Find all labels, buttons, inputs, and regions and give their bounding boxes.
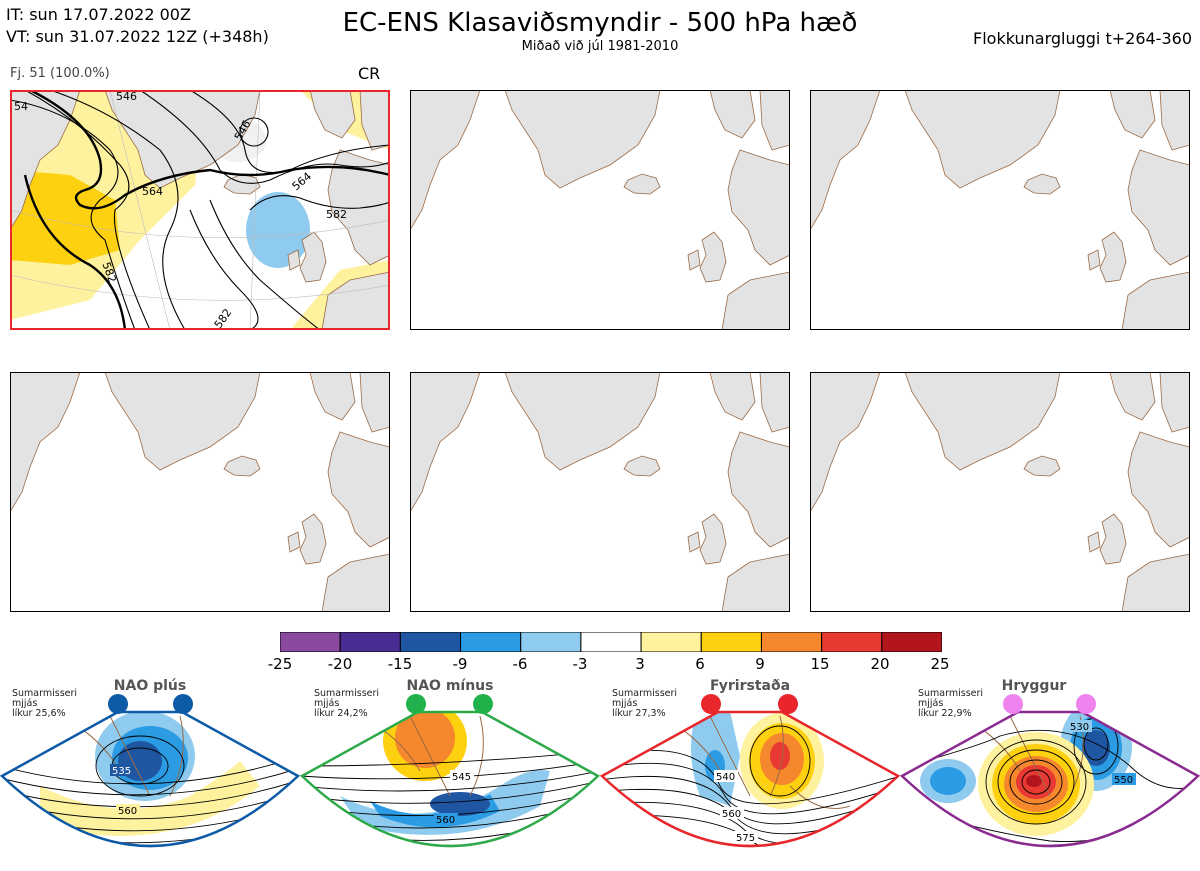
colorbar-segment (580, 631, 642, 653)
window-label: Flokkunargluggi t+264-360 (973, 29, 1192, 48)
contour-label: 530 (1070, 722, 1089, 733)
colorbar-tick: 15 (810, 655, 830, 673)
regime-ridge: Hryggur Sumarmisseri mjjás líkur 22,9% (900, 676, 1200, 871)
panel-5-map (410, 372, 790, 612)
colorbar-tick: 9 (755, 655, 765, 673)
colorbar-tick: -20 (327, 655, 353, 673)
panel-4-map (10, 372, 390, 612)
colorbar-segment (640, 631, 702, 653)
regime-season: Sumarmisseri (612, 688, 678, 699)
regime-border (300, 710, 600, 848)
contour-label: 582 (212, 306, 235, 330)
regime-marker-dot (778, 694, 798, 714)
regime-measure: mjjás (612, 698, 638, 709)
colorbar-segment (520, 631, 582, 653)
strong-positive-anomaly-area (10, 170, 120, 265)
contour-label: 550 (1114, 775, 1133, 786)
regime-probability: líkur 25,6% (12, 708, 66, 719)
colorbar-tick: 20 (870, 655, 890, 673)
contour-label: 575 (446, 849, 465, 860)
colorbar-tick: 6 (695, 655, 705, 673)
panel-1-code: CR (358, 64, 381, 83)
regime-marker-dot (173, 694, 193, 714)
regime-nao-plus: NAO plús Sumarmisseri mjjás líkur 25,6% … (0, 676, 300, 871)
regime-marker-dot (406, 694, 426, 714)
regime-info: Sumarmisseri mjjás líkur 22,9% (918, 689, 983, 719)
regime-nao-minus: NAO mínus Sumarmisseri mjjás líkur 24,2%… (300, 676, 600, 871)
contour-label: 560 (722, 809, 741, 820)
regime-info: Sumarmisseri mjjás líkur 27,3% (612, 689, 677, 719)
regime-marker-dot (701, 694, 721, 714)
regime-season: Sumarmisseri (12, 688, 78, 699)
regime-title: NAO mínus (406, 678, 494, 694)
colorbar-segment (399, 631, 462, 653)
colorbar-tick: -15 (387, 655, 413, 673)
height-contours (10, 90, 390, 330)
contour-label: 535 (112, 766, 131, 777)
page-title: EC-ENS Klasaviðsmyndir - 500 hPa hæð (342, 8, 858, 38)
regime-season: Sumarmisseri (918, 688, 984, 699)
regime-measure: mjjás (918, 698, 944, 709)
negative-anomaly-area (246, 192, 310, 268)
valid-time: VT: sun 31.07.2022 12Z (+348h) (6, 27, 269, 46)
contour-label: 582 (326, 208, 347, 221)
contour-label: 560 (436, 815, 455, 826)
regime-probability: líkur 27,3% (612, 708, 666, 719)
regime-border (0, 710, 300, 848)
regime-title: Hryggur (1001, 678, 1067, 694)
panel-1-map: 546 546 564 564 582 582 582 54 (10, 90, 390, 330)
colorbar-tick: -9 (452, 655, 468, 673)
panel-1-label: Fj. 51 (100.0%) (10, 66, 110, 81)
regime-marker-dot (1076, 694, 1096, 714)
panel-2-map (410, 90, 790, 330)
colorbar-tick: -6 (512, 655, 528, 673)
colorbar-segment (821, 631, 883, 653)
regime-blocking: Fyrirstaða Sumarmisseri mjjás líkur 27,3… (600, 676, 900, 871)
regime-info: Sumarmisseri mjjás líkur 25,6% (12, 689, 77, 719)
regime-marker-dot (108, 694, 128, 714)
regime-probability: líkur 22,9% (918, 708, 972, 719)
contour-label: 564 (142, 185, 163, 198)
colorbar-segment (881, 631, 943, 653)
colorbar-segment (700, 631, 762, 653)
contour-label: 564 (290, 170, 314, 193)
colorbar-tick: 25 (930, 655, 950, 673)
regime-marker-dot (1003, 694, 1023, 714)
panel-6-map (810, 372, 1190, 612)
panel-3-map (810, 90, 1190, 330)
regime-title: Fyrirstaða (709, 678, 791, 694)
contour-label: 546 (116, 90, 137, 103)
regime-probability: líkur 24,2% (314, 708, 368, 719)
regime-measure: mjjás (314, 698, 340, 709)
regime-title: NAO plús (113, 678, 187, 694)
contour-label: 545 (452, 772, 471, 783)
colorbar-tick: 3 (635, 655, 645, 673)
colorbar-segment (279, 631, 341, 653)
page-subtitle: Miðað við júl 1981-2010 (521, 39, 679, 54)
colorbar-segment (760, 631, 823, 653)
contour-label: 560 (118, 806, 137, 817)
header-times: IT: sun 17.07.2022 00Z VT: sun 31.07.202… (6, 4, 269, 48)
regime-border (900, 710, 1200, 848)
colorbar-tick: -25 (267, 655, 293, 673)
colorbar-ticks: -25 -20 -15 -9 -6 -3 3 6 9 15 20 25 (260, 655, 962, 675)
contour-label: 575 (736, 833, 755, 844)
contour-label: 54 (14, 100, 28, 113)
colorbar (279, 631, 943, 653)
regime-season: Sumarmisseri (314, 688, 380, 699)
colorbar-segment (339, 631, 401, 653)
regime-measure: mjjás (12, 698, 38, 709)
regime-marker-dot (473, 694, 493, 714)
regime-border (600, 710, 900, 848)
colorbar-tick: -3 (572, 655, 588, 673)
regime-info: Sumarmisseri mjjás líkur 24,2% (314, 689, 379, 719)
init-time: IT: sun 17.07.2022 00Z (6, 5, 191, 24)
colorbar-segment (460, 631, 522, 653)
contour-label: 540 (716, 772, 735, 783)
